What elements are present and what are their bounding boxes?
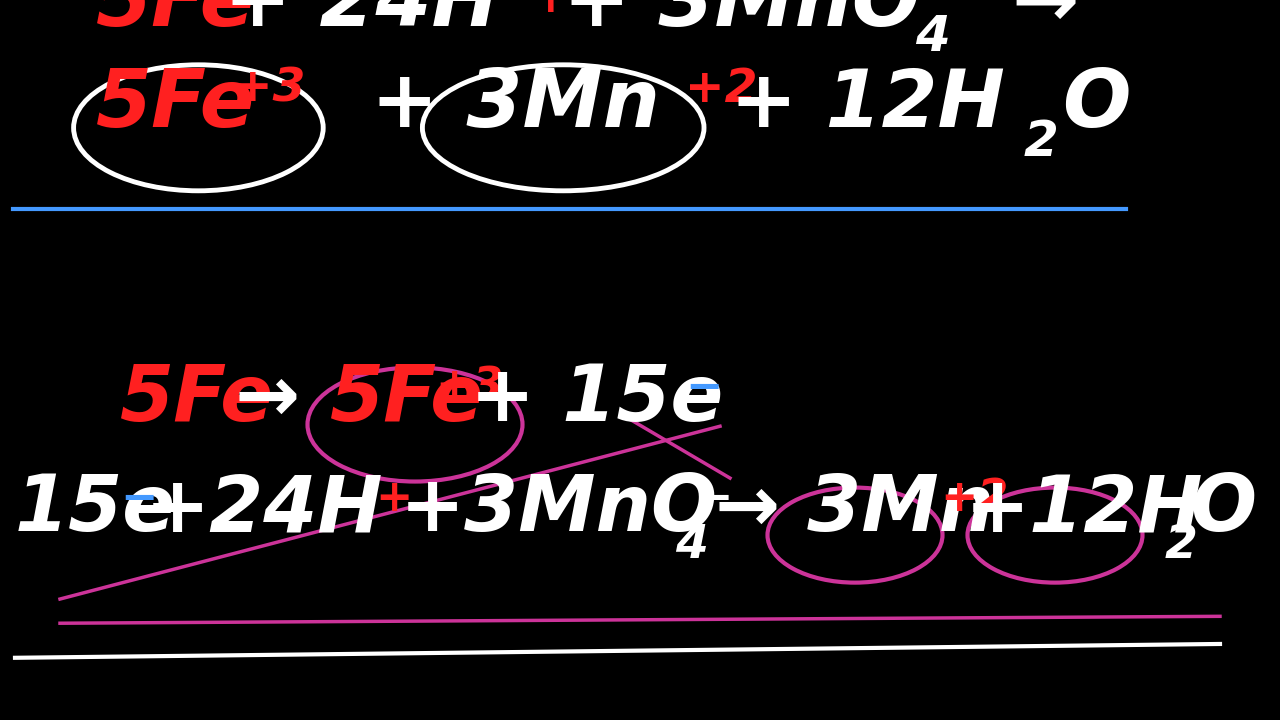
Text: −: − xyxy=(120,477,157,520)
Text: + 3MnO: + 3MnO xyxy=(563,0,920,43)
Text: 5Fe: 5Fe xyxy=(330,361,484,436)
Text: O: O xyxy=(1062,66,1130,144)
Text: +: + xyxy=(375,477,412,520)
Text: 4: 4 xyxy=(675,523,708,568)
Text: 2: 2 xyxy=(1024,117,1059,166)
Text: +3: +3 xyxy=(435,366,503,409)
Text: 2: 2 xyxy=(1165,523,1198,568)
Text: +: + xyxy=(531,0,571,22)
Text: +3: +3 xyxy=(233,67,306,112)
Text: + 15e: + 15e xyxy=(470,361,723,436)
Text: 4: 4 xyxy=(915,13,950,61)
Text: +12H: +12H xyxy=(965,471,1203,547)
Text: 5Fe: 5Fe xyxy=(96,0,256,43)
Text: +3MnO: +3MnO xyxy=(399,471,718,547)
Text: O: O xyxy=(1190,471,1256,547)
Text: →: → xyxy=(236,361,300,436)
Text: + 3Mn: + 3Mn xyxy=(371,66,660,144)
Text: + 12H: + 12H xyxy=(730,66,1005,144)
Text: +24H: +24H xyxy=(145,471,384,547)
Text: +2: +2 xyxy=(940,477,1009,520)
Text: + 24H: + 24H xyxy=(224,0,499,43)
Text: 15e: 15e xyxy=(15,471,177,547)
Text: →: → xyxy=(1011,0,1079,43)
Text: −: − xyxy=(695,477,732,520)
Text: +2: +2 xyxy=(685,67,758,112)
Text: 5Fe: 5Fe xyxy=(96,66,256,144)
Text: → 3Mn: → 3Mn xyxy=(716,471,995,547)
Text: −: − xyxy=(685,366,722,409)
Text: −: − xyxy=(954,0,993,22)
Text: 5Fe: 5Fe xyxy=(120,361,274,436)
